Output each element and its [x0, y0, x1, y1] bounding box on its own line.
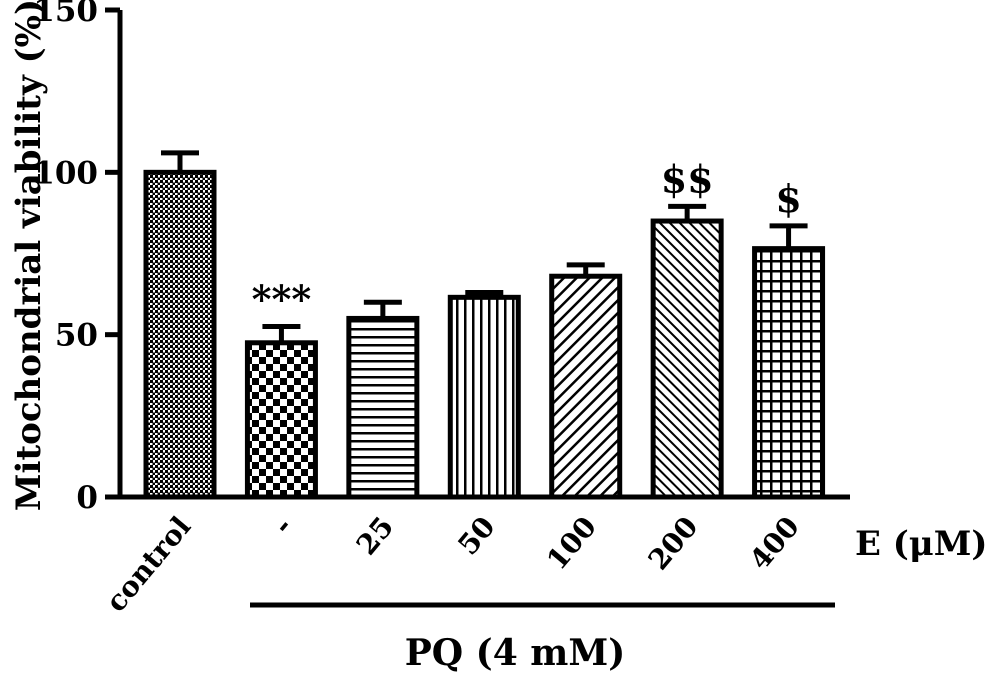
bar-group: $$	[650, 156, 724, 500]
x-tick-label: 100	[540, 510, 603, 576]
significance-label: $	[775, 176, 801, 221]
bar-group	[549, 262, 623, 500]
y-axis: 0 50 100 150	[33, 0, 123, 516]
bar-group	[447, 289, 521, 500]
y-tick-label: 100	[33, 155, 98, 191]
significance-label: ***	[252, 277, 312, 322]
bar-group: $	[752, 176, 826, 500]
x-tick-label: 25	[350, 510, 400, 561]
x-tick-label: 200	[642, 510, 705, 576]
x-tick-label: control	[99, 510, 197, 618]
bar	[549, 273, 623, 500]
x-axis-label: E (μM)	[855, 524, 987, 564]
x-tick-label: 50	[451, 510, 501, 561]
bar	[447, 294, 521, 500]
bar	[346, 315, 420, 500]
x-tick-labels: control - 25 50 100 200 400	[99, 510, 806, 618]
y-tick-label: 50	[55, 318, 98, 354]
bar-group	[143, 150, 217, 500]
bar	[650, 218, 724, 500]
significance-label: $$	[661, 156, 714, 201]
y-tick-label: 0	[76, 480, 98, 516]
bar	[143, 169, 217, 500]
bar-group: ***	[244, 277, 318, 500]
bar	[752, 246, 826, 500]
x-tick-label: -	[266, 510, 299, 540]
y-tick-label: 150	[33, 0, 98, 29]
bar-group	[346, 299, 420, 500]
pq-group-label: PQ (4 mM)	[405, 632, 626, 674]
y-axis-label: Mitochondrial viability (%)	[9, 0, 49, 511]
bars: ***$$ $	[143, 150, 826, 500]
x-tick-label: 400	[743, 510, 806, 576]
bar	[244, 340, 318, 500]
